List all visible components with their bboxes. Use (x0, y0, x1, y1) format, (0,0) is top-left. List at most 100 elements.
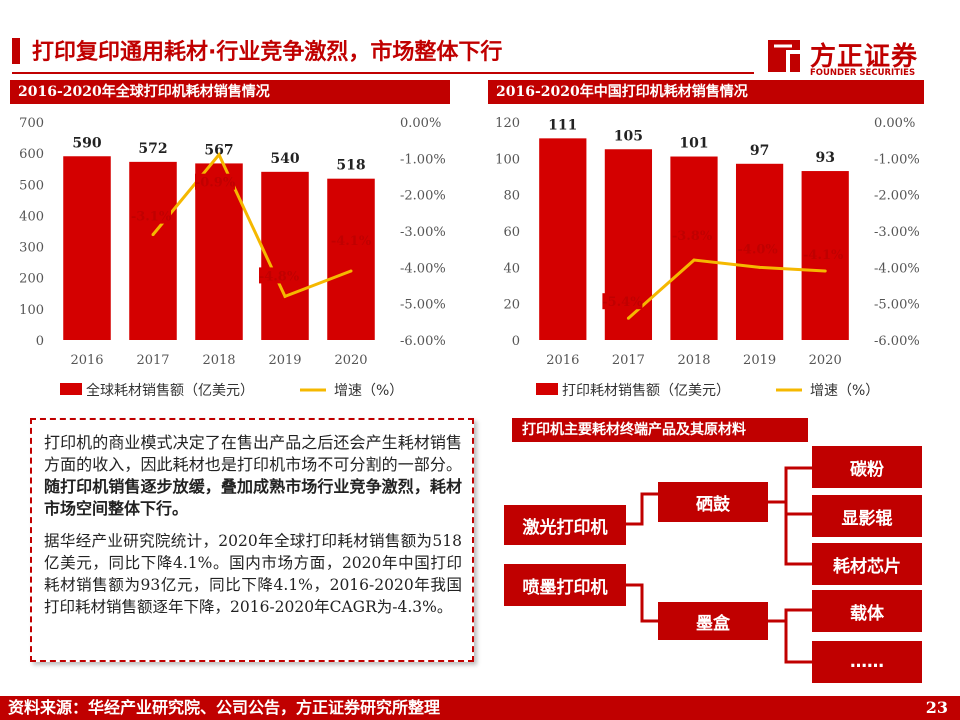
y2-tick-label: -1.00% (874, 152, 920, 167)
bar-data-label: 567 (204, 142, 233, 158)
bar-data-label: 518 (336, 158, 365, 174)
growth-point (823, 269, 827, 273)
growth-line (627, 258, 826, 320)
legend-label-line: 增速（%） (810, 383, 879, 399)
growth-point (349, 269, 353, 273)
x-tick-label: 2017 (612, 353, 645, 368)
growth-data-label: -4.0% (737, 242, 778, 257)
bar (129, 161, 177, 340)
x-tick-label: 2019 (743, 353, 776, 368)
logo-name-cn: 方正证券 (810, 42, 919, 72)
y-tick-label: 200 (19, 272, 44, 287)
y2-tick-label: -1.00% (400, 152, 446, 167)
y-tick-label: 600 (19, 147, 44, 162)
node-ink-cartridge: 墨盒 (658, 602, 768, 640)
y-tick-label: 80 (503, 189, 520, 204)
bar (261, 171, 309, 340)
y2-tick-label: -4.00% (400, 261, 446, 276)
summary-text-bold: 随打印机销售逐步放缓，叠加成熟市场行业竞争激烈，耗材市场空间整体下行。 (44, 477, 462, 518)
material-toner: 碳粉 (812, 446, 922, 488)
growth-data-label: -4.1% (331, 234, 372, 249)
bar-data-label: 105 (614, 128, 643, 144)
growth-point (283, 294, 287, 298)
y2-tick-label: -2.00% (400, 189, 446, 204)
y-tick-label: 400 (19, 209, 44, 224)
header-divider (12, 72, 754, 74)
growth-data-label: -0.9% (195, 176, 236, 191)
y-tick-label: 500 (19, 178, 44, 193)
bar-data-label: 572 (138, 141, 167, 157)
y-tick-label: 120 (495, 116, 520, 131)
growth-line (151, 151, 352, 299)
title-accent-bar (12, 38, 20, 64)
y2-tick-label: -4.00% (874, 261, 920, 276)
y-tick-label: 60 (503, 225, 520, 240)
y2-tick-label: -6.00% (874, 334, 920, 349)
x-tick-label: 2017 (136, 353, 169, 368)
bar (327, 178, 375, 340)
bar (670, 156, 718, 340)
growth-data-label: -4.1% (803, 248, 844, 263)
legend-swatch-bar (60, 383, 82, 395)
bar (604, 149, 653, 340)
summary-text-normal: 打印机的商业模式决定了在售出产品之后还会产生耗材销售方面的收入，因此耗材也是打印… (44, 433, 462, 474)
logo-name-en: FOUNDER SECURITIES (810, 68, 916, 78)
legend-swatch-bar (536, 383, 558, 395)
summary-paragraph-1: 打印机的商业模式决定了在售出产品之后还会产生耗材销售方面的收入，因此耗材也是打印… (44, 432, 462, 520)
node-laser-printer: 激光打印机 (504, 505, 626, 545)
y2-tick-label: -2.00% (874, 189, 920, 204)
page-number: 23 (925, 698, 948, 717)
growth-point (626, 316, 630, 320)
y-tick-label: 40 (503, 261, 520, 276)
connector-cartridge-materials (768, 608, 812, 664)
bar-data-label: 111 (548, 117, 577, 133)
bar (63, 156, 111, 340)
y2-tick-label: 0.00% (400, 116, 441, 131)
footer-bar: 资料来源：华经产业研究院、公司公告，方正证券研究所整理 23 (0, 696, 960, 720)
chart-global-title: 2016-2020年全球打印机耗材销售情况 (10, 80, 450, 104)
y2-tick-label: 0.00% (874, 116, 915, 131)
x-tick-label: 2020 (809, 353, 842, 368)
growth-label-bg (331, 231, 371, 248)
growth-point (217, 153, 221, 157)
material-chip: 耗材芯片 (812, 543, 922, 585)
y2-tick-label: -5.00% (400, 298, 446, 313)
growth-label-bg (195, 173, 235, 190)
y2-tick-label: -5.00% (874, 298, 920, 313)
y-tick-label: 300 (19, 241, 44, 256)
growth-point (151, 233, 155, 237)
bar-data-label: 540 (270, 151, 299, 167)
growth-data-label: -3.8% (672, 229, 713, 244)
x-tick-label: 2016 (546, 353, 579, 368)
page-title: 打印复印通用耗材·行业竞争激烈，市场整体下行 (32, 40, 503, 65)
diagram-title: 打印机主要耗材终端产品及其原材料 (512, 418, 808, 442)
y-tick-label: 0 (36, 334, 44, 349)
growth-point (758, 265, 762, 269)
y-tick-label: 100 (19, 303, 44, 318)
growth-point (692, 258, 696, 262)
growth-label-bg (131, 207, 171, 224)
y2-tick-label: -3.00% (400, 225, 446, 240)
growth-label-bg (602, 293, 643, 310)
founder-logo-icon (768, 40, 800, 72)
chart-china-title: 2016-2020年中国打印机耗材销售情况 (488, 80, 924, 104)
connector-inkjet-cartridge (626, 583, 658, 623)
bar (539, 138, 587, 340)
growth-label-bg (803, 245, 844, 262)
legend-label-line: 增速（%） (334, 383, 403, 399)
footer-source: 资料来源：华经产业研究院、公司公告，方正证券研究所整理 (8, 698, 441, 717)
bar-data-label: 93 (815, 150, 834, 166)
y2-tick-label: -3.00% (874, 225, 920, 240)
company-logo: 方正证券 FOUNDER SECURITIES (764, 36, 934, 80)
bar-data-label: 97 (750, 143, 769, 159)
connector-drum-materials (768, 466, 812, 566)
bar-data-label: 590 (72, 135, 101, 151)
y2-tick-label: -6.00% (400, 334, 446, 349)
y-tick-label: 0 (512, 334, 520, 349)
material-carrier: 载体 (812, 590, 922, 632)
growth-data-label: -4.8% (259, 269, 300, 284)
y-tick-label: 700 (19, 116, 44, 131)
growth-label-bg (672, 227, 712, 244)
x-tick-label: 2016 (70, 353, 103, 368)
summary-paragraph-2: 据华经产业研究院统计，2020年全球打印耗材销售额为518亿美元，同比下降4.1… (44, 532, 462, 616)
